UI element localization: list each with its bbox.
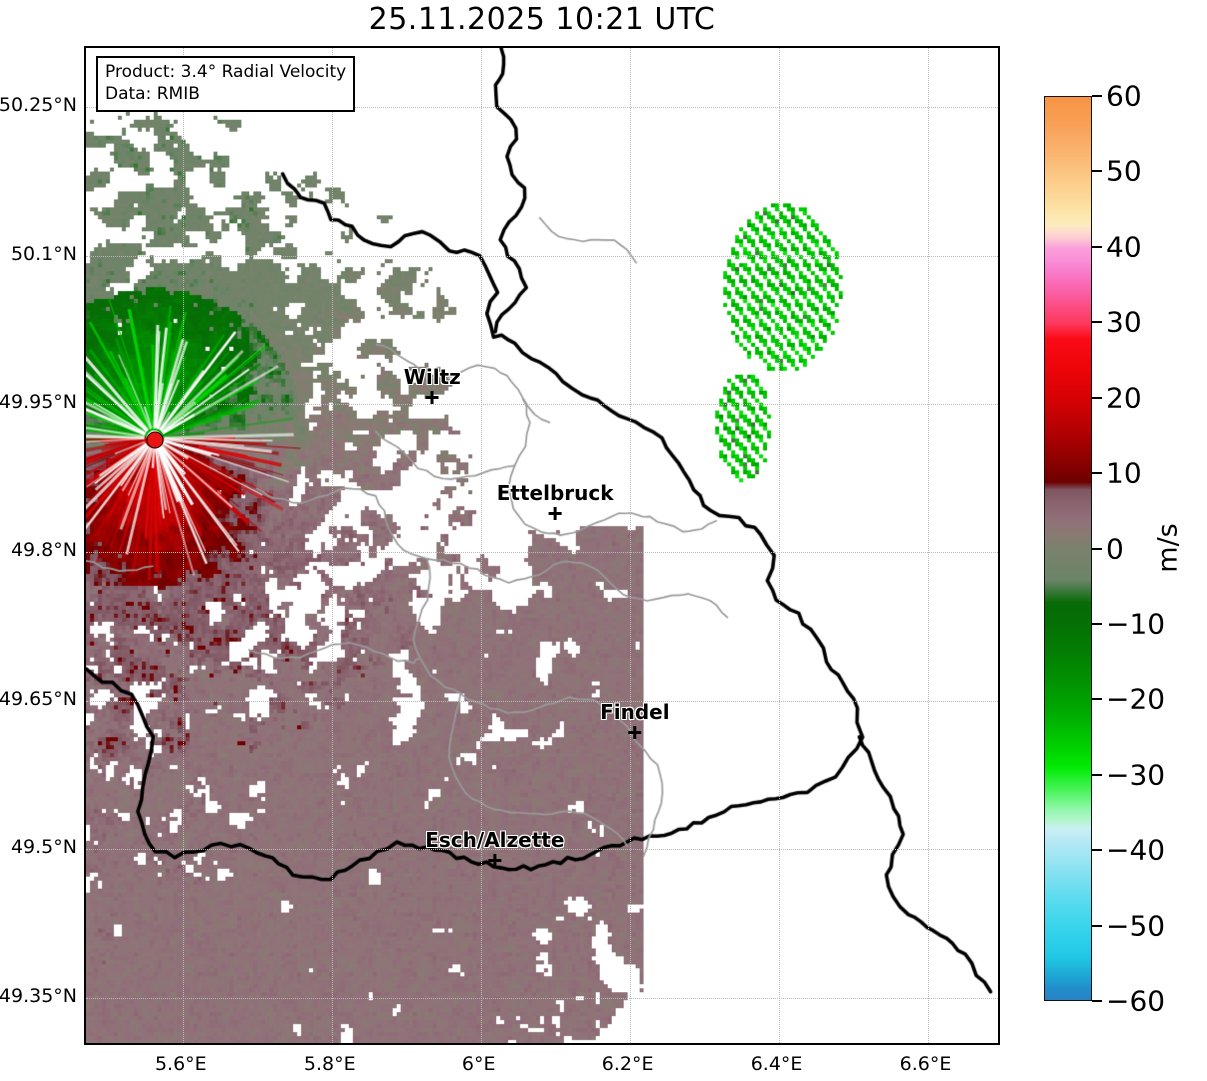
colorbar-segment bbox=[1045, 338, 1091, 370]
page-title: 25.11.2025 10:21 UTC bbox=[368, 2, 716, 37]
colorbar-segment bbox=[1045, 232, 1091, 241]
colorbar-tick-label: 0 bbox=[1106, 532, 1124, 565]
colorbar-tick bbox=[1092, 245, 1102, 248]
colorbar-segment bbox=[1045, 534, 1091, 551]
colorbar-tick bbox=[1092, 321, 1102, 324]
colorbar-segment bbox=[1045, 956, 1091, 973]
colorbar-tick-label: −50 bbox=[1106, 909, 1166, 943]
y-tick-label: 50.25°N bbox=[0, 94, 77, 117]
colorbar-tick bbox=[1092, 773, 1102, 776]
colorbar-segment bbox=[1045, 926, 1091, 958]
x-tick-label: 6.6°E bbox=[899, 1053, 952, 1075]
radar-reflectivity-canvas bbox=[86, 48, 998, 1043]
colorbar-tick-label: −30 bbox=[1106, 758, 1166, 792]
colorbar-segment bbox=[1045, 805, 1091, 822]
radar-map-plot[interactable]: Product: 3.4° Radial Velocity Data: RMIB… bbox=[84, 46, 1000, 1045]
colorbar-segment bbox=[1045, 262, 1091, 279]
colorbar-segment bbox=[1045, 323, 1091, 339]
colorbar-segment bbox=[1045, 836, 1091, 867]
x-tick-label: 6.2°E bbox=[601, 1053, 654, 1075]
radar-site-marker bbox=[146, 431, 163, 449]
colorbar-tick bbox=[1092, 547, 1102, 550]
colorbar-tick-label: 20 bbox=[1106, 381, 1142, 415]
colorbar-tick-label: 10 bbox=[1106, 456, 1142, 490]
colorbar-segment bbox=[1045, 481, 1091, 490]
colorbar-tick-label: 30 bbox=[1106, 305, 1142, 339]
colorbar-tick bbox=[1092, 472, 1102, 475]
colorbar-segment bbox=[1045, 97, 1091, 128]
y-tick-label: 49.95°N bbox=[0, 391, 77, 414]
colorbar-segment bbox=[1045, 602, 1091, 626]
colorbar-segment bbox=[1045, 971, 1091, 988]
colorbar-segment bbox=[1045, 127, 1091, 158]
colorbar-tick-label: −40 bbox=[1106, 833, 1166, 867]
x-axis: 5.6°E 5.8°E 6°E 6.2°E 6.4°E 6.6°E bbox=[84, 1045, 1000, 1081]
y-tick-label: 49.35°N bbox=[0, 984, 77, 1007]
colorbar-segment bbox=[1045, 240, 1091, 249]
colorbar-segment bbox=[1045, 745, 1091, 769]
colorbar-segment bbox=[1045, 187, 1091, 211]
colorbar-segment bbox=[1045, 768, 1091, 792]
colorbar-segment bbox=[1045, 790, 1091, 807]
colorbar-tick-label: −10 bbox=[1106, 607, 1166, 641]
colorbar-tick bbox=[1092, 1000, 1102, 1002]
colorbar-segment bbox=[1045, 986, 1091, 1000]
colorbar-tick bbox=[1092, 170, 1102, 173]
colorbar-segment bbox=[1045, 866, 1091, 898]
colorbar-segment bbox=[1045, 225, 1091, 234]
colorbar-segment bbox=[1045, 247, 1091, 264]
colorbar-segment bbox=[1045, 308, 1091, 324]
x-tick-label: 5.8°E bbox=[303, 1053, 356, 1075]
colorbar-gradient bbox=[1044, 96, 1092, 1001]
colorbar-segment bbox=[1045, 715, 1091, 747]
colorbar-segment bbox=[1045, 368, 1091, 400]
colorbar-tick-label: −60 bbox=[1106, 984, 1166, 1018]
colorbar-tick bbox=[1092, 95, 1102, 97]
colorbar-segment bbox=[1045, 504, 1091, 520]
colorbar-tick-label: 50 bbox=[1106, 154, 1142, 188]
colorbar[interactable]: 60 50 40 30 20 10 0 −10 −20 −30 −40 −50 −60 bbox=[1044, 80, 1207, 1018]
colorbar-tick-label: 40 bbox=[1106, 230, 1142, 264]
colorbar-segment bbox=[1045, 579, 1091, 603]
colorbar-segment bbox=[1045, 210, 1091, 226]
colorbar-segment bbox=[1045, 428, 1091, 460]
y-tick-label: 49.5°N bbox=[10, 836, 77, 859]
colorbar-segment bbox=[1045, 293, 1091, 309]
colorbar-segment bbox=[1045, 489, 1091, 505]
y-tick-label: 50.1°N bbox=[10, 242, 77, 265]
colorbar-segment bbox=[1045, 821, 1091, 830]
colorbar-segment bbox=[1045, 624, 1091, 656]
colorbar-segment bbox=[1045, 278, 1091, 294]
info-product-line: Product: 3.4° Radial Velocity bbox=[105, 62, 347, 82]
x-tick-label: 5.6°E bbox=[154, 1053, 207, 1075]
colorbar-segment bbox=[1045, 459, 1091, 483]
info-data-line: Data: RMIB bbox=[105, 84, 200, 105]
y-tick-label: 49.8°N bbox=[10, 539, 77, 562]
colorbar-segment bbox=[1045, 519, 1091, 535]
colorbar-segment bbox=[1045, 157, 1091, 189]
colorbar-segment bbox=[1045, 549, 1091, 581]
y-tick-label: 49.65°N bbox=[0, 687, 77, 710]
colorbar-segment bbox=[1045, 896, 1091, 928]
colorbar-tick bbox=[1092, 698, 1102, 701]
colorbar-tick bbox=[1092, 396, 1102, 399]
x-tick-label: 6°E bbox=[461, 1053, 496, 1075]
colorbar-tick bbox=[1092, 622, 1102, 625]
info-box: Product: 3.4° Radial Velocity Data: RMIB bbox=[96, 56, 356, 112]
x-tick-label: 6.4°E bbox=[750, 1053, 803, 1075]
colorbar-tick bbox=[1092, 924, 1102, 927]
colorbar-axis-label: m/s bbox=[1152, 523, 1184, 573]
colorbar-segment bbox=[1045, 828, 1091, 837]
colorbar-segment bbox=[1045, 398, 1091, 430]
colorbar-tick bbox=[1092, 849, 1102, 852]
colorbar-tick-label: 60 bbox=[1106, 79, 1142, 113]
y-axis: 50.25°N 50.1°N 49.95°N 49.8°N 49.65°N 49.5°N 4… bbox=[0, 46, 78, 1045]
colorbar-segment bbox=[1045, 655, 1091, 686]
colorbar-tick-label: −20 bbox=[1106, 682, 1166, 716]
colorbar-segment bbox=[1045, 685, 1091, 717]
